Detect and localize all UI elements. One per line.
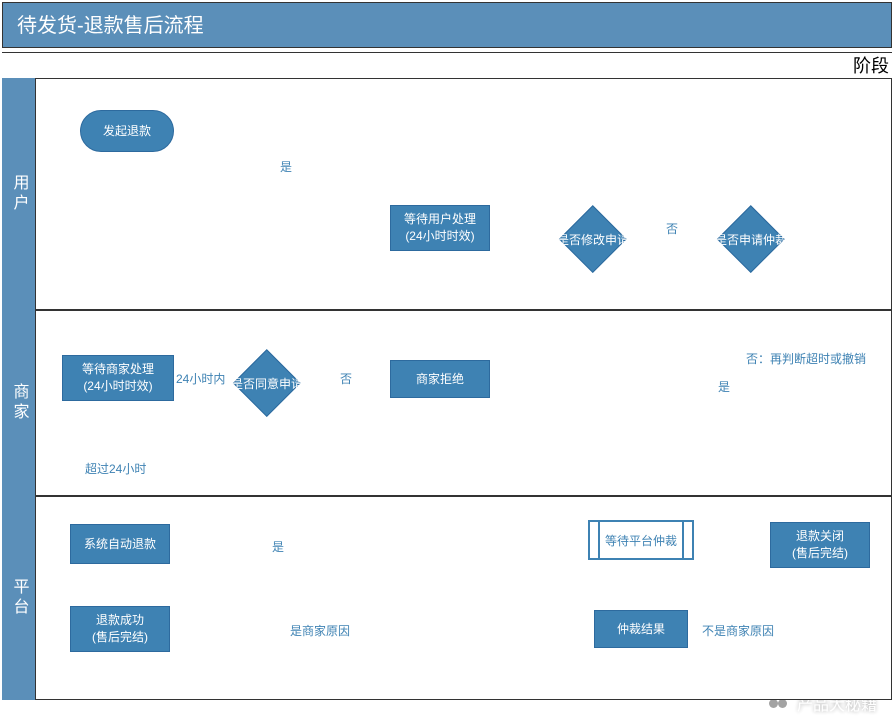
edge-label-e6: 否 [340,370,352,387]
lane-header-merchant: 商家 [2,310,36,496]
node-auto_refund: 系统自动退款 [70,524,170,564]
node-start: 发起退款 [80,110,174,152]
edge-label-e9: 否 [666,220,678,237]
node-wait_merch: 等待商家处理(24小时时效) [62,355,174,401]
edge-label-e10: 是 [718,378,730,395]
node-merch_reject: 商家拒绝 [390,360,490,398]
node-refund_ok: 退款成功(售后完结) [70,606,170,652]
title-text: 待发货-退款售后流程 [17,15,204,37]
lane-header-user: 用户 [2,78,36,310]
header-divider [2,52,892,53]
node-refund_close: 退款关闭(售后完结) [770,522,870,568]
node-wait_user: 等待用户处理(24小时时效) [390,205,490,251]
node-arbit_result: 仲裁结果 [594,610,688,648]
title-bar: 待发货-退款售后流程 [2,2,892,48]
diagram-container: 待发货-退款售后流程 阶段 产品大秘籍 用户商家平台发起退款等待用户处理(24小… [0,0,895,725]
edge-label-e11b: 否：再判断超时或撤销 [746,350,866,367]
edge-label-e3: 24小时内 [176,370,225,387]
edge-label-e13: 是商家原因 [290,622,350,639]
lane-header-platform: 平台 [2,496,36,700]
node-wait_arbit: 等待平台仲裁 [588,520,694,560]
edge-label-e5: 是 [272,538,284,555]
edge-label-e14: 不是商家原因 [702,622,774,639]
phase-label: 阶段 [853,52,889,78]
lane-body-merchant [36,310,892,496]
edge-label-e4: 超过24小时 [85,460,146,477]
edge-label-e2: 是 [280,158,292,175]
